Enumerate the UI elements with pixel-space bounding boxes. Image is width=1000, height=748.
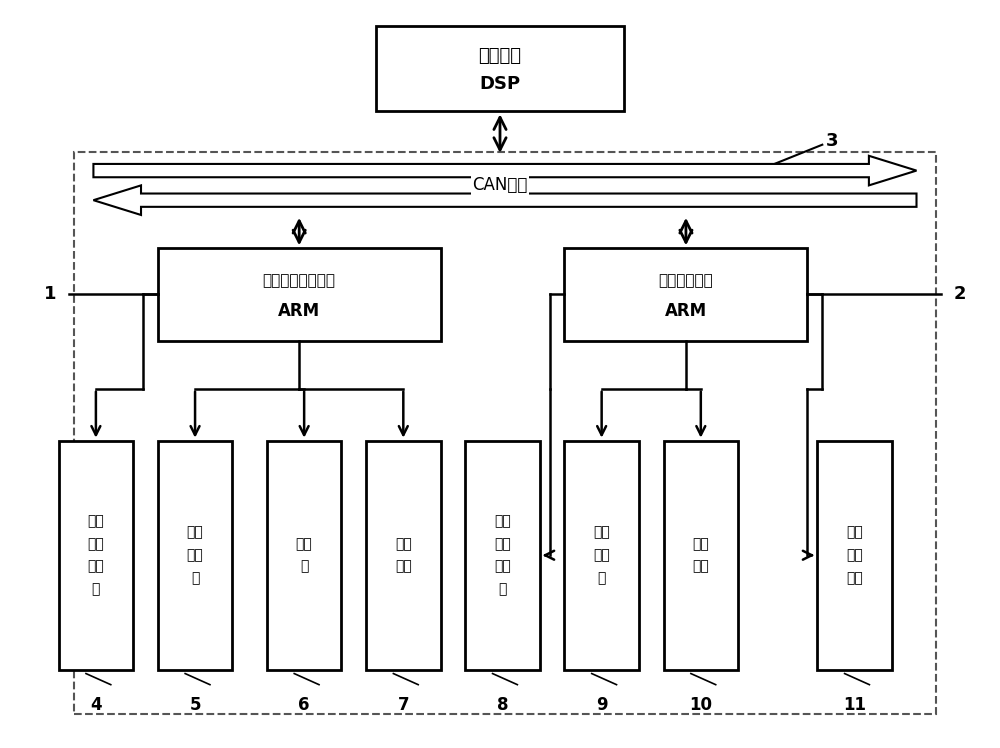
Text: DSP: DSP: [479, 76, 521, 94]
FancyBboxPatch shape: [366, 441, 441, 670]
Text: 生克
电机: 生克 电机: [692, 537, 709, 574]
Text: 电机
零位
传感
器: 电机 零位 传感 器: [494, 514, 511, 596]
FancyBboxPatch shape: [465, 441, 540, 670]
Text: 11: 11: [843, 696, 866, 714]
Text: CAN总线: CAN总线: [472, 177, 528, 194]
Text: 三角
电磁
铁: 三角 电磁 铁: [187, 525, 203, 585]
Text: 电机
零位
传感
器: 电机 零位 传感 器: [88, 514, 104, 596]
FancyBboxPatch shape: [376, 26, 624, 111]
Text: 10: 10: [689, 696, 712, 714]
Text: 2: 2: [954, 286, 966, 304]
Text: 9: 9: [596, 696, 607, 714]
Text: 纱嘴
电磁
铁: 纱嘴 电磁 铁: [593, 525, 610, 585]
FancyBboxPatch shape: [59, 441, 133, 670]
Text: 选针
器: 选针 器: [296, 537, 313, 574]
Text: 主控制层: 主控制层: [479, 47, 522, 65]
Text: ARM: ARM: [278, 302, 320, 320]
Text: 3: 3: [826, 132, 838, 150]
Text: 三角选针度目模块: 三角选针度目模块: [263, 273, 336, 288]
Text: 5: 5: [189, 696, 201, 714]
FancyBboxPatch shape: [664, 441, 738, 670]
Text: 7: 7: [398, 696, 409, 714]
FancyBboxPatch shape: [564, 248, 807, 341]
Text: ARM: ARM: [665, 302, 707, 320]
FancyBboxPatch shape: [817, 441, 892, 670]
Polygon shape: [93, 156, 917, 186]
Text: 断针
检测
信号: 断针 检测 信号: [846, 525, 863, 585]
FancyBboxPatch shape: [158, 441, 232, 670]
Polygon shape: [93, 186, 917, 215]
Text: 8: 8: [497, 696, 508, 714]
Text: 6: 6: [298, 696, 310, 714]
FancyBboxPatch shape: [564, 441, 639, 670]
FancyBboxPatch shape: [267, 441, 341, 670]
Text: 1: 1: [44, 286, 56, 304]
FancyBboxPatch shape: [158, 248, 440, 341]
Text: 度目
电机: 度目 电机: [395, 537, 412, 574]
Text: 纱嘴生克模块: 纱嘴生克模块: [659, 273, 713, 288]
Text: 4: 4: [90, 696, 102, 714]
